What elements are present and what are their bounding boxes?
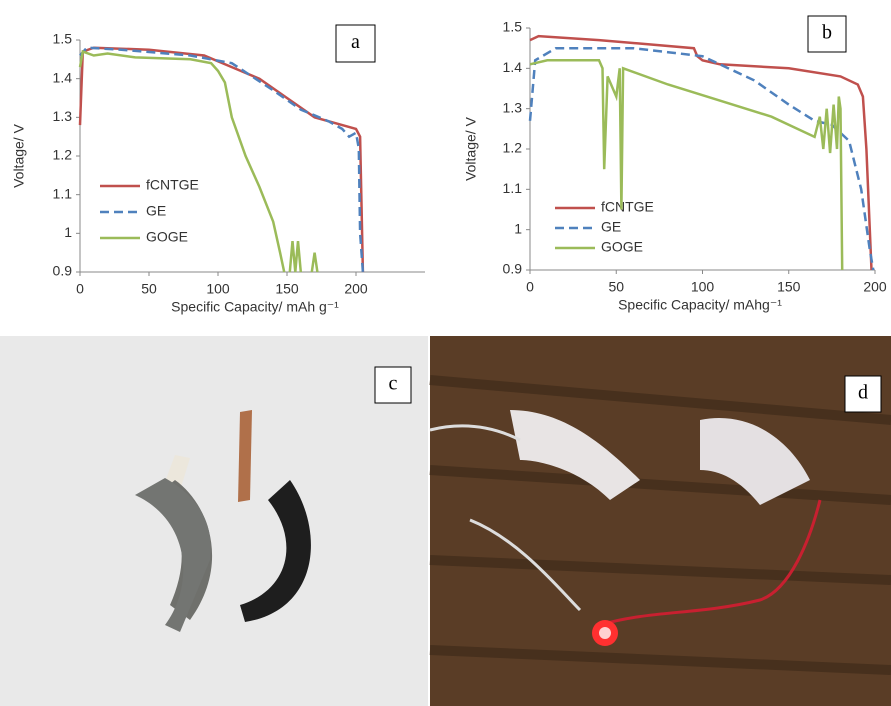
y-tick-label: 0.9 xyxy=(503,261,523,277)
y-tick-label: 1.3 xyxy=(503,99,523,115)
panel-label: a xyxy=(351,31,360,53)
y-tick-label: 1.4 xyxy=(53,69,73,85)
legend-label: GOGE xyxy=(146,229,188,245)
photo-d: d xyxy=(429,336,891,706)
line-series xyxy=(528,46,875,271)
x-tick-label: 200 xyxy=(344,281,368,297)
x-tick-label: 50 xyxy=(608,279,624,295)
y-tick-label: 0.9 xyxy=(53,263,73,279)
panel-label: d xyxy=(858,382,868,404)
x-axis-label: Specific Capacity/ mAhg⁻¹ xyxy=(618,297,782,313)
legend-label: fCNTGE xyxy=(146,177,199,193)
y-tick-label: 1.2 xyxy=(53,147,73,163)
x-tick-label: 150 xyxy=(275,281,299,297)
photo-c: c xyxy=(0,336,428,706)
panel-label-box xyxy=(335,24,376,63)
panel-label-box xyxy=(807,15,847,53)
x-tick-label: 0 xyxy=(76,281,84,297)
y-tick-label: 1 xyxy=(64,224,72,240)
line-series xyxy=(529,59,844,271)
y-tick-label: 1.3 xyxy=(53,108,73,124)
line-series xyxy=(529,34,873,271)
legend-label: GE xyxy=(146,203,166,219)
panel-label: c xyxy=(389,373,398,395)
x-tick-label: 50 xyxy=(141,281,157,297)
x-tick-label: 100 xyxy=(206,281,230,297)
legend-label: GE xyxy=(601,219,621,235)
y-tick-label: 1.1 xyxy=(53,185,73,201)
y-tick-label: 1.5 xyxy=(503,19,523,35)
y-axis-label: Voltage/ V xyxy=(11,123,27,187)
x-axis-label: Specific Capacity/ mAh g⁻¹ xyxy=(171,299,339,315)
x-tick-label: 0 xyxy=(526,279,534,295)
line-series xyxy=(78,49,319,273)
y-tick-label: 1.2 xyxy=(503,140,523,156)
y-tick-label: 1.1 xyxy=(503,180,523,196)
y-tick-label: 1.4 xyxy=(503,59,523,75)
y-tick-label: 1 xyxy=(514,220,522,236)
x-tick-label: 100 xyxy=(691,279,715,295)
x-tick-label: 150 xyxy=(777,279,801,295)
y-tick-label: 1.5 xyxy=(53,31,73,47)
line-series xyxy=(79,46,365,273)
legend-label: fCNTGE xyxy=(601,199,654,215)
panel-label: b xyxy=(822,22,832,44)
y-axis-label: Voltage/ V xyxy=(463,116,479,180)
legend-label: GOGE xyxy=(601,239,643,255)
x-tick-label: 200 xyxy=(863,279,887,295)
